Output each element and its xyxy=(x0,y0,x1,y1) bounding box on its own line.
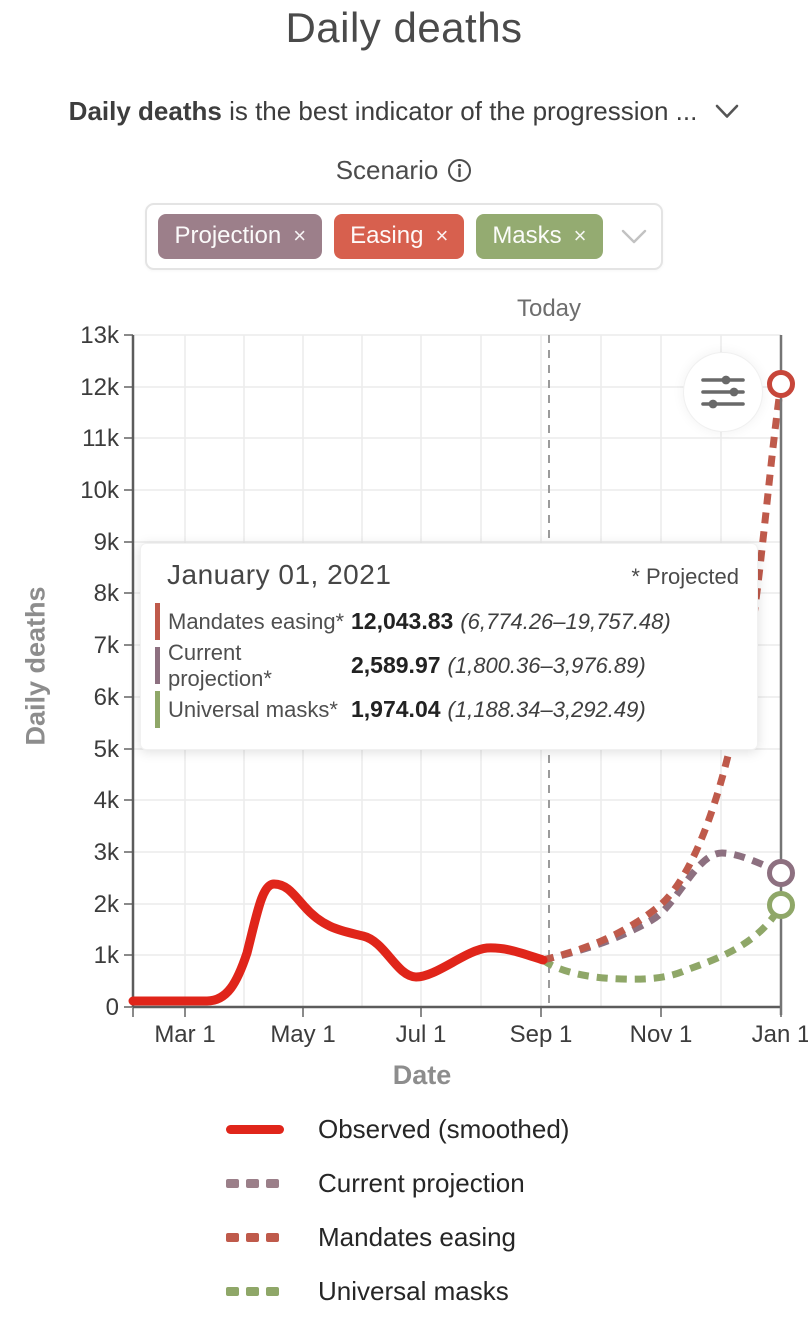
easing-marker xyxy=(767,370,795,398)
subtitle-expander[interactable]: Daily deaths is the best indicator of th… xyxy=(0,96,808,127)
legend-label: Current projection xyxy=(318,1167,525,1198)
y-tick-label: 6k xyxy=(94,684,120,711)
x-tick-label: Sep 1 xyxy=(510,1021,573,1048)
y-tick-label: 11k xyxy=(82,425,120,452)
tooltip-series-name: Current projection* xyxy=(168,639,272,691)
sliders-icon xyxy=(701,375,745,409)
tooltip-range: (1,800.36–3,976.89) xyxy=(447,652,646,678)
x-tick-label: Mar 1 xyxy=(154,1021,215,1048)
legend-swatch-dashed xyxy=(226,1232,279,1242)
y-tick-label: 7k xyxy=(94,632,120,659)
legend-swatch-dashed xyxy=(226,1178,279,1188)
y-ticks xyxy=(124,334,133,1008)
tooltip-value: 1,974.04 xyxy=(351,696,441,722)
tooltip-row: Universal masks* 1,974.04 (1,188.34–3,29… xyxy=(155,691,739,728)
legend-swatch-dashed xyxy=(226,1286,279,1296)
legend-label: Universal masks xyxy=(318,1275,509,1306)
chip-masks[interactable]: Masks × xyxy=(476,214,603,259)
axis-lines xyxy=(131,335,781,1009)
y-tick-label: 13k xyxy=(80,322,120,349)
legend-swatch-solid xyxy=(226,1124,284,1134)
chip-easing[interactable]: Easing × xyxy=(334,214,465,259)
y-tick-label: 0 xyxy=(106,994,119,1021)
easing-line xyxy=(542,383,785,964)
tooltip-projected-note: * Projected xyxy=(631,564,739,589)
tooltip-series-name: Universal masks* xyxy=(168,696,338,722)
masks-marker xyxy=(767,891,795,919)
tooltip: January 01, 2021 * Projected Mandates ea… xyxy=(140,543,758,750)
chip-projection-label: Projection xyxy=(174,222,282,249)
legend: Observed (smoothed) Current projection M… xyxy=(226,1102,569,1318)
tooltip-value: 12,043.83 xyxy=(351,608,454,634)
subtitle-text: Daily deaths is the best indicator of th… xyxy=(69,96,698,127)
observed-line xyxy=(128,879,548,1006)
scenario-select[interactable]: Projection × Easing × Masks × xyxy=(145,203,663,270)
tooltip-range: (6,774.26–19,757.48) xyxy=(460,608,671,634)
select-chevron-icon[interactable] xyxy=(621,229,647,245)
chip-close-icon[interactable]: × xyxy=(435,223,449,248)
tooltip-row: Mandates easing* 12,043.83 (6,774.26–19,… xyxy=(155,603,739,640)
chart-svg: Today 0 1k 2k 3k 4k 5k 6k 7k 8k 9k 10k 1… xyxy=(80,295,808,1048)
scenario-label: Scenario xyxy=(335,155,439,185)
y-tick-label: 5k xyxy=(94,736,120,763)
subtitle-rest: is the best indicator of the progression… xyxy=(221,96,698,126)
x-axis-label: Date xyxy=(392,1060,452,1090)
chip-easing-label: Easing xyxy=(350,222,424,249)
y-tick-label: 3k xyxy=(94,839,120,866)
y-tick-label: 1k xyxy=(94,942,120,969)
masks-swatch xyxy=(155,691,160,728)
x-tick-label: May 1 xyxy=(270,1021,335,1048)
subtitle-bold: Daily deaths xyxy=(68,96,222,126)
projection-swatch xyxy=(155,647,160,684)
chip-close-icon[interactable]: × xyxy=(293,223,307,248)
y-tick-label: 4k xyxy=(94,787,120,814)
legend-item-observed: Observed (smoothed) xyxy=(226,1102,569,1156)
x-ticks xyxy=(132,1007,782,1017)
x-tick-label: Nov 1 xyxy=(630,1021,693,1048)
legend-item-easing: Mandates easing xyxy=(226,1210,569,1264)
info-icon[interactable] xyxy=(447,158,472,183)
easing-swatch xyxy=(155,603,160,640)
x-tick-label: Jan 1 xyxy=(752,1021,808,1048)
legend-label: Mandates easing xyxy=(318,1221,517,1252)
chevron-down-icon[interactable] xyxy=(715,104,739,119)
y-tick-label: 9k xyxy=(94,529,120,556)
tooltip-range: (1,188.34–3,292.49) xyxy=(447,696,646,722)
tooltip-date: January 01, 2021 xyxy=(167,559,392,590)
chart: Today 0 1k 2k 3k 4k 5k 6k 7k 8k 9k 10k 1… xyxy=(0,280,808,1102)
tooltip-series-name: Mandates easing* xyxy=(168,608,345,634)
x-tick-label: Jul 1 xyxy=(396,1021,447,1048)
legend-label: Observed (smoothed) xyxy=(318,1113,570,1144)
legend-item-projection: Current projection xyxy=(226,1156,569,1210)
page-title: Daily deaths xyxy=(285,4,523,51)
chart-settings-button[interactable] xyxy=(683,352,763,432)
y-tick-label: 10k xyxy=(80,477,120,504)
y-tick-label: 8k xyxy=(94,580,120,607)
chip-projection[interactable]: Projection × xyxy=(158,214,323,259)
projection-marker xyxy=(767,859,795,887)
legend-item-masks: Universal masks xyxy=(226,1264,569,1318)
y-tick-label: 2k xyxy=(94,891,120,918)
tooltip-row: Current projection* 2,589.97 (1,800.36–3… xyxy=(155,640,739,691)
y-tick-label: 12k xyxy=(80,374,120,401)
tooltip-value: 2,589.97 xyxy=(351,652,441,678)
chip-close-icon[interactable]: × xyxy=(573,223,587,248)
today-label: Today xyxy=(517,295,581,322)
chip-masks-label: Masks xyxy=(492,222,562,249)
scenario-header: Scenario xyxy=(0,155,808,186)
y-axis-label: Daily deaths xyxy=(20,586,51,746)
